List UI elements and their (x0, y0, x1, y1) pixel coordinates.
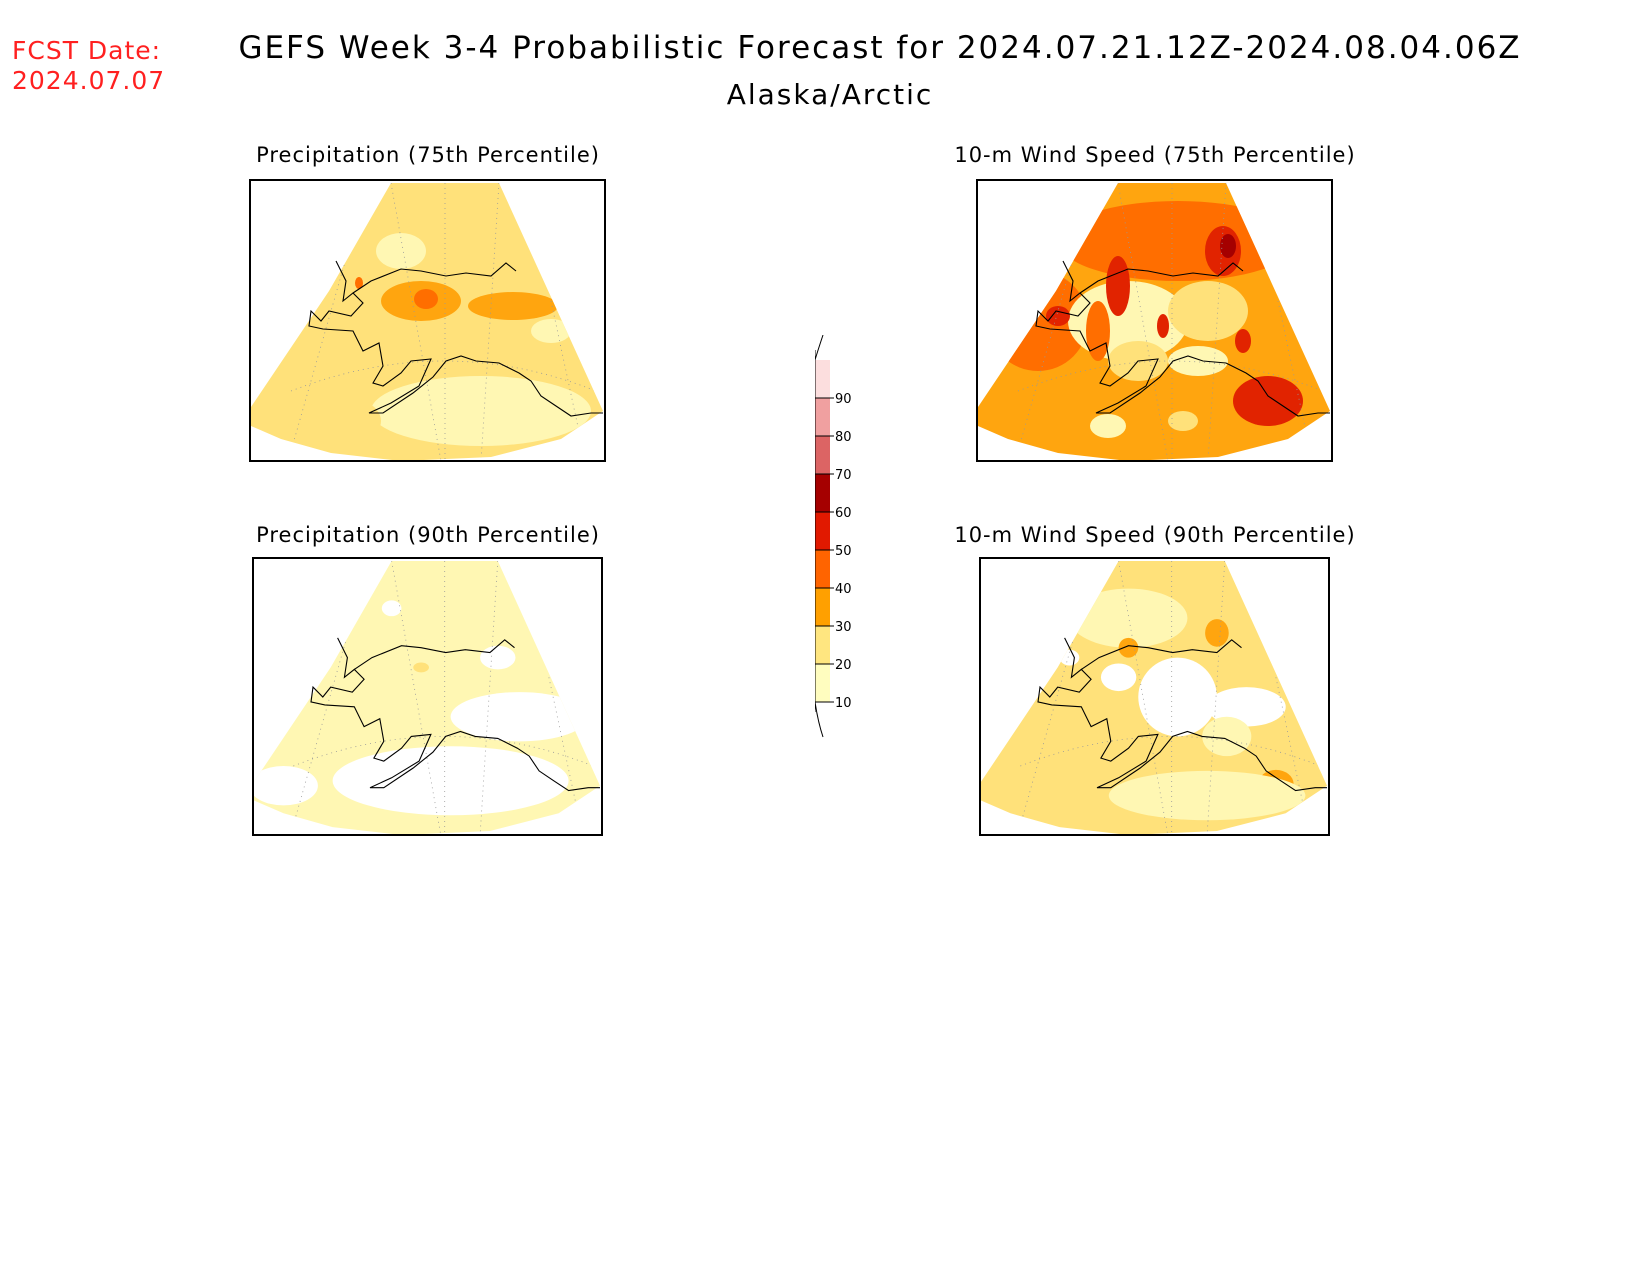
colorbar-tick-label: 30 (835, 620, 852, 635)
contour-patch (1108, 770, 1306, 821)
contour-patch (1138, 657, 1217, 737)
contour-patch (468, 292, 558, 320)
panel-title-precip75: Precipitation (75th Percentile) (256, 143, 600, 167)
contour-patch (381, 600, 402, 617)
colorbar-segment (815, 550, 830, 588)
contour-patch (450, 692, 589, 742)
contour-patch (376, 233, 426, 269)
map-wind90 (979, 557, 1330, 836)
colorbar-tick-label: 50 (835, 544, 852, 559)
colorbar-top-cap (814, 334, 824, 361)
meridian-line (292, 618, 353, 826)
meridian-line (479, 561, 499, 834)
contour-patch (1069, 588, 1188, 648)
coastline (1080, 639, 1242, 670)
colorbar-segment (815, 360, 830, 398)
colorbar-segment (815, 436, 830, 474)
contour-patch (254, 765, 318, 806)
colorbar-bottom-cap (814, 701, 824, 738)
contour-patch (332, 746, 569, 816)
map-wind75 (976, 179, 1333, 462)
contour-patch (1168, 411, 1198, 431)
coastline (308, 260, 603, 417)
colorbar-segment (815, 588, 830, 626)
meridian-line (1019, 618, 1080, 826)
contour-patch (1100, 663, 1137, 692)
map-precip90 (252, 557, 603, 836)
coastline (353, 639, 515, 670)
contour-patch (355, 277, 363, 289)
contour-patch (1205, 619, 1229, 647)
colorbar-segment (815, 512, 830, 550)
color-legend: 10 20 30 40 50 60 70 80 90 (814, 334, 895, 745)
fcst-date-label: FCST Date: (12, 36, 162, 65)
graticule (292, 561, 594, 834)
colorbar-segment (815, 626, 830, 664)
colorbar-tick-label: 90 (835, 392, 852, 407)
coastline (1035, 260, 1330, 417)
contour-patch (1086, 301, 1110, 361)
contour-patch (1220, 234, 1236, 258)
contour-patch (480, 645, 516, 670)
coastline (352, 262, 517, 294)
fcst-date-value: 2024.07.07 (12, 66, 166, 95)
contour-patch (1106, 256, 1130, 316)
contour-patch (413, 662, 429, 673)
colorbar-tick-label: 70 (835, 468, 852, 483)
contour-patch (1202, 716, 1252, 757)
coastline (310, 637, 600, 792)
colorbar-segment (815, 474, 830, 512)
panel-title-wind90: 10-m Wind Speed (90th Percentile) (954, 523, 1356, 547)
region-subtitle: Alaska/Arctic (726, 78, 934, 111)
contour-patch (1157, 314, 1169, 338)
contour-patch (1118, 637, 1139, 658)
colorbar-tick-label: 80 (835, 430, 852, 445)
page-title: GEFS Week 3-4 Probabilistic Forecast for… (238, 30, 1522, 66)
graticule (290, 183, 597, 460)
meridian-line (548, 677, 579, 816)
contour-patch (371, 376, 591, 446)
contour-patch (414, 289, 438, 309)
contour-patch (1235, 329, 1251, 353)
meridian-line (1117, 183, 1169, 460)
contour-patch (1058, 201, 1298, 281)
colorbar-tick-label: 20 (835, 658, 852, 673)
contour-fills (254, 600, 589, 816)
colorbar-segment (815, 398, 830, 436)
contour-patch (301, 396, 381, 446)
map-precip75 (249, 179, 606, 462)
contour-patch (1168, 346, 1228, 376)
contour-patch (1046, 306, 1070, 326)
colorbar-tick-label: 40 (835, 582, 852, 597)
graticule (1017, 183, 1324, 460)
panel-title-precip90: Precipitation (90th Percentile) (256, 523, 600, 547)
graticule (1019, 561, 1321, 834)
contour-patch (1090, 414, 1126, 438)
colorbar-tick-label: 60 (835, 506, 852, 521)
colorbar-segment (815, 664, 830, 702)
contour-patch (1168, 281, 1248, 341)
coastline (1037, 637, 1327, 792)
contour-fills (301, 233, 591, 446)
meridian-line (390, 183, 442, 460)
meridian-line (1206, 561, 1226, 834)
colorbar-tick-label: 10 (835, 696, 852, 711)
contour-fills (1059, 588, 1306, 821)
contour-patch (531, 319, 571, 343)
panel-title-wind75: 10-m Wind Speed (75th Percentile) (954, 143, 1356, 167)
coastline (1079, 262, 1244, 294)
contour-patch (1233, 376, 1303, 426)
meridian-line (1275, 677, 1306, 816)
